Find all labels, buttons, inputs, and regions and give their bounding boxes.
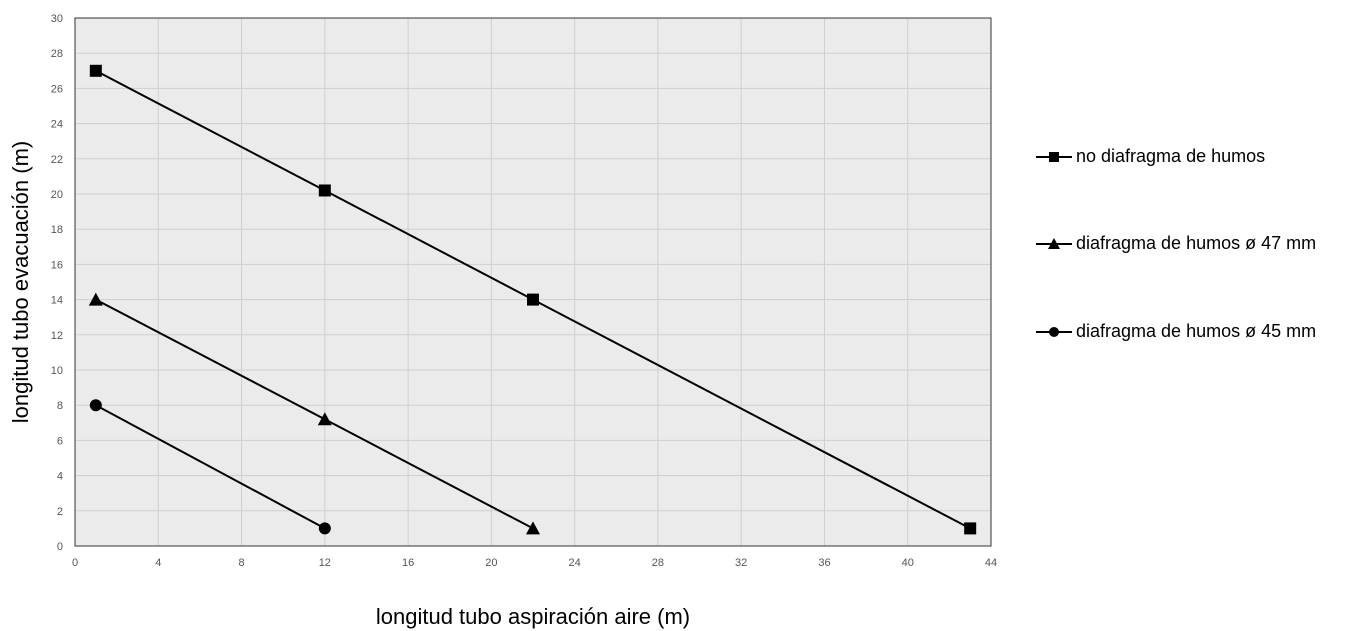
y-tick-label: 24: [51, 119, 63, 131]
series-group: [88, 64, 977, 535]
series-line-0: [95, 69, 971, 530]
y-tick-label: 8: [57, 400, 63, 412]
plot-area: [75, 18, 991, 546]
x-axis-ticks: 0 4 8 12 16 20 24 28 32 36 40 44: [72, 557, 997, 569]
y-tick-label: 18: [51, 224, 63, 236]
data-point-triangle: [526, 521, 540, 535]
legend-label: no diafragma de humos: [1076, 146, 1266, 166]
x-tick-label: 44: [985, 557, 997, 569]
plot-border: [74, 17, 992, 547]
data-point-circle: [89, 399, 102, 412]
data-point-triangle: [88, 292, 103, 306]
y-tick-label: 10: [51, 365, 63, 377]
data-point-square: [89, 64, 102, 77]
legend-label: diafragma de humos ø 47 mm: [1076, 233, 1317, 253]
legend-item-diafragma-45: diafragma de humos ø 45 mm: [1036, 321, 1316, 342]
y-tick-label: 28: [51, 48, 63, 60]
x-tick-label: 12: [319, 557, 331, 569]
y-tick-label: 6: [57, 435, 63, 447]
legend-item-no-diafragma: no diafragma de humos: [1036, 146, 1265, 167]
x-tick-label: 8: [238, 557, 244, 569]
x-tick-label: 24: [569, 557, 581, 569]
x-tick-label: 32: [735, 557, 747, 569]
x-tick-label: 0: [72, 557, 78, 569]
x-tick-label: 36: [818, 557, 830, 569]
x-tick-label: 20: [485, 557, 497, 569]
y-tick-label: 20: [51, 189, 63, 201]
data-point-triangle: [317, 412, 332, 426]
x-tick-label: 4: [155, 557, 161, 569]
data-point-circle: [318, 522, 331, 535]
y-tick-label: 14: [51, 295, 63, 307]
y-tick-label: 0: [57, 541, 63, 553]
legend-item-diafragma-47: diafragma de humos ø 47 mm: [1036, 233, 1316, 254]
y-tick-label: 26: [51, 83, 63, 95]
square-marker-icon: [1036, 151, 1072, 162]
y-tick-label: 4: [57, 471, 63, 483]
data-point-square: [318, 184, 331, 197]
x-tick-label: 28: [652, 557, 664, 569]
data-point-square: [527, 293, 539, 306]
legend-label: diafragma de humos ø 45 mm: [1076, 321, 1317, 341]
data-point-square: [964, 522, 977, 535]
y-tick-label: 2: [57, 506, 63, 518]
y-tick-label: 30: [51, 13, 63, 25]
y-tick-label: 12: [51, 330, 63, 342]
series-line-2: [95, 404, 326, 530]
x-axis-title: longitud tubo aspiración aire (m): [376, 604, 690, 629]
y-axis-title: longitud tubo evacuación (m): [8, 141, 33, 424]
y-tick-label: 22: [51, 154, 63, 166]
triangle-marker-icon: [1036, 237, 1072, 249]
circle-marker-icon: [1036, 326, 1072, 337]
x-tick-label: 16: [402, 557, 414, 569]
x-tick-label: 40: [902, 557, 914, 569]
y-tick-label: 16: [51, 259, 63, 271]
